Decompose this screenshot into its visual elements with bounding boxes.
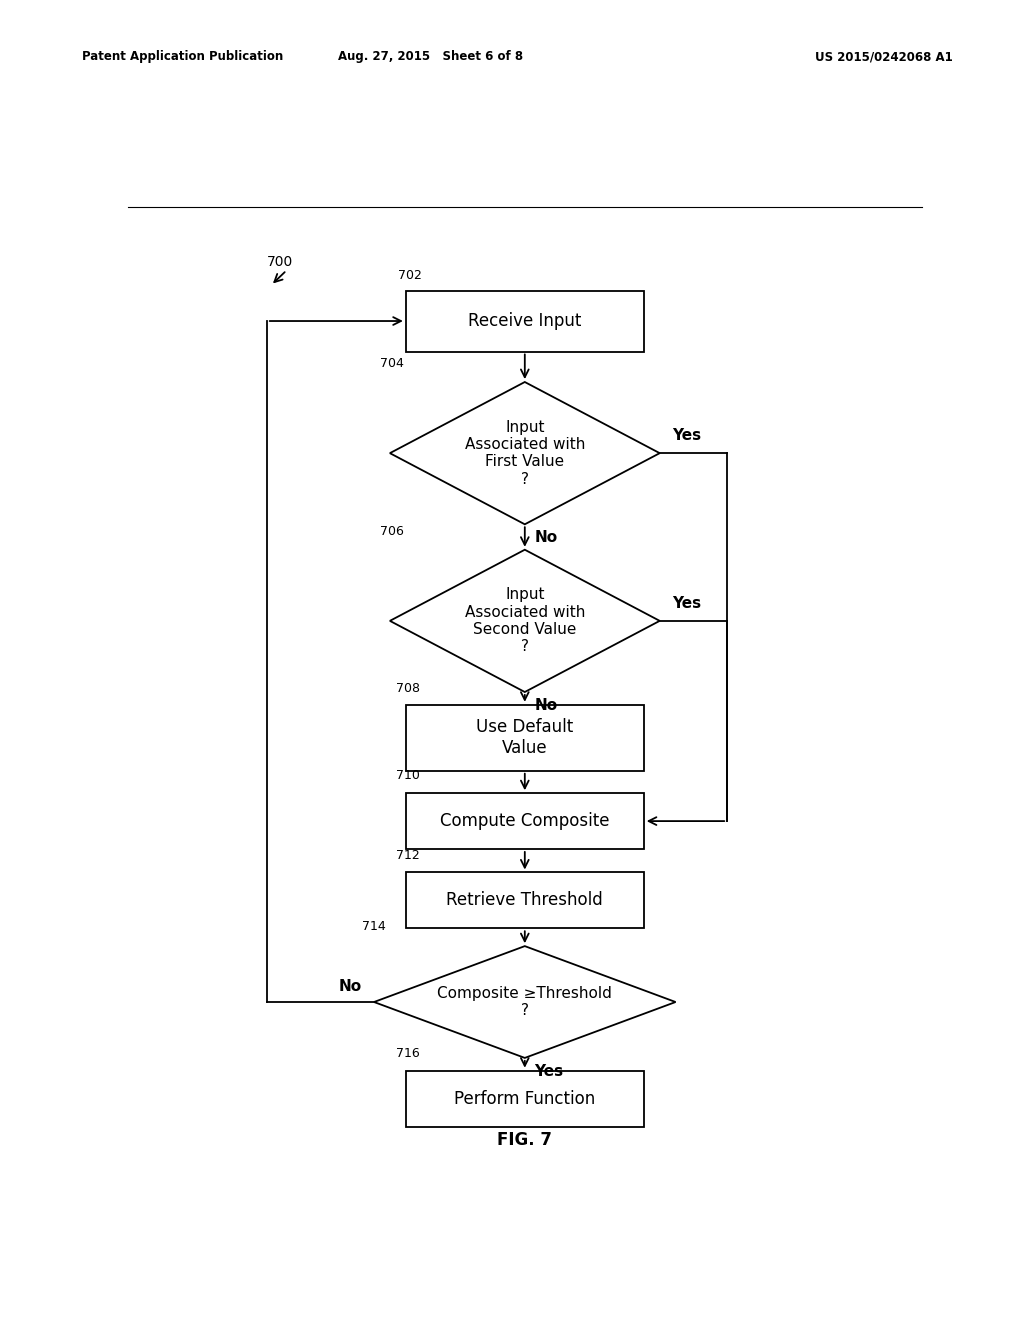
Text: No: No: [535, 698, 557, 713]
Text: Yes: Yes: [535, 1064, 563, 1078]
FancyBboxPatch shape: [406, 793, 644, 849]
Text: Receive Input: Receive Input: [468, 312, 582, 330]
Text: Composite ≥Threshold
?: Composite ≥Threshold ?: [437, 986, 612, 1018]
Text: Input
Associated with
Second Value
?: Input Associated with Second Value ?: [465, 587, 585, 655]
Text: Yes: Yes: [672, 595, 700, 611]
Text: Aug. 27, 2015   Sheet 6 of 8: Aug. 27, 2015 Sheet 6 of 8: [338, 50, 522, 63]
Text: Use Default
Value: Use Default Value: [476, 718, 573, 758]
Text: 702: 702: [397, 269, 422, 282]
Text: US 2015/0242068 A1: US 2015/0242068 A1: [814, 50, 952, 63]
FancyBboxPatch shape: [406, 1071, 644, 1126]
FancyBboxPatch shape: [406, 873, 644, 928]
Text: Patent Application Publication: Patent Application Publication: [82, 50, 284, 63]
FancyBboxPatch shape: [406, 705, 644, 771]
Text: 716: 716: [396, 1047, 420, 1060]
Polygon shape: [390, 381, 659, 524]
Text: Perform Function: Perform Function: [455, 1089, 595, 1107]
Text: 712: 712: [396, 849, 420, 862]
Text: 710: 710: [396, 770, 420, 783]
Text: 704: 704: [380, 356, 404, 370]
FancyBboxPatch shape: [406, 290, 644, 351]
Polygon shape: [390, 549, 659, 692]
Text: 706: 706: [380, 524, 404, 537]
Polygon shape: [374, 946, 676, 1057]
Text: Input
Associated with
First Value
?: Input Associated with First Value ?: [465, 420, 585, 487]
Text: Yes: Yes: [672, 428, 700, 444]
Text: Compute Composite: Compute Composite: [440, 812, 609, 830]
Text: Retrieve Threshold: Retrieve Threshold: [446, 891, 603, 909]
Text: 714: 714: [362, 920, 386, 933]
Text: 708: 708: [396, 682, 420, 696]
Text: No: No: [339, 979, 362, 994]
Text: 700: 700: [267, 255, 293, 269]
Text: No: No: [535, 531, 557, 545]
Text: FIG. 7: FIG. 7: [498, 1131, 552, 1150]
